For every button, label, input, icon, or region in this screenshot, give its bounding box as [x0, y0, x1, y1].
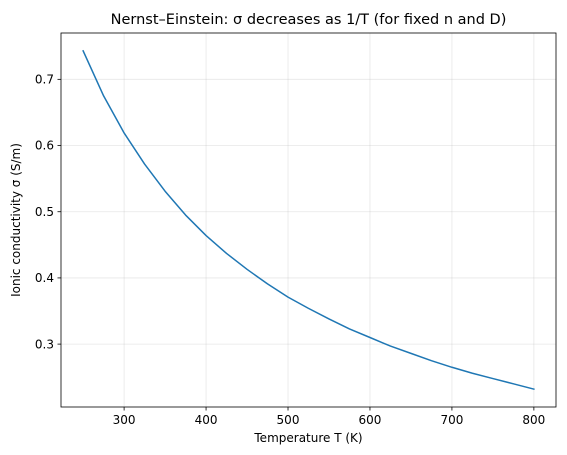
x-tick-label: 700: [440, 413, 463, 427]
y-tick-label: 0.3: [35, 337, 54, 351]
y-axis-ticks: 0.3 0.4 0.5 0.6 0.7: [35, 73, 61, 351]
y-tick-label: 0.5: [35, 205, 54, 219]
y-tick-label: 0.6: [35, 139, 54, 153]
chart-title: Nernst–Einstein: σ decreases as 1/T (for…: [111, 12, 507, 28]
series-layer: [82, 49, 535, 391]
series-line: [82, 49, 535, 391]
x-axis-ticks: 300 400 500 600 700 800: [113, 407, 545, 427]
y-axis-label: Ionic conductivity σ (S/m): [9, 143, 23, 297]
x-tick-label: 600: [359, 413, 382, 427]
x-tick-label: 500: [277, 413, 300, 427]
plot-frame: [60, 32, 557, 408]
x-axis-label: Temperature T (K): [253, 431, 362, 445]
grid-lines: [61, 33, 556, 407]
x-tick-label: 400: [195, 413, 218, 427]
x-tick-label: 800: [522, 413, 545, 427]
y-tick-label: 0.7: [35, 73, 54, 87]
y-tick-label: 0.4: [35, 271, 54, 285]
x-tick-label: 300: [113, 413, 136, 427]
